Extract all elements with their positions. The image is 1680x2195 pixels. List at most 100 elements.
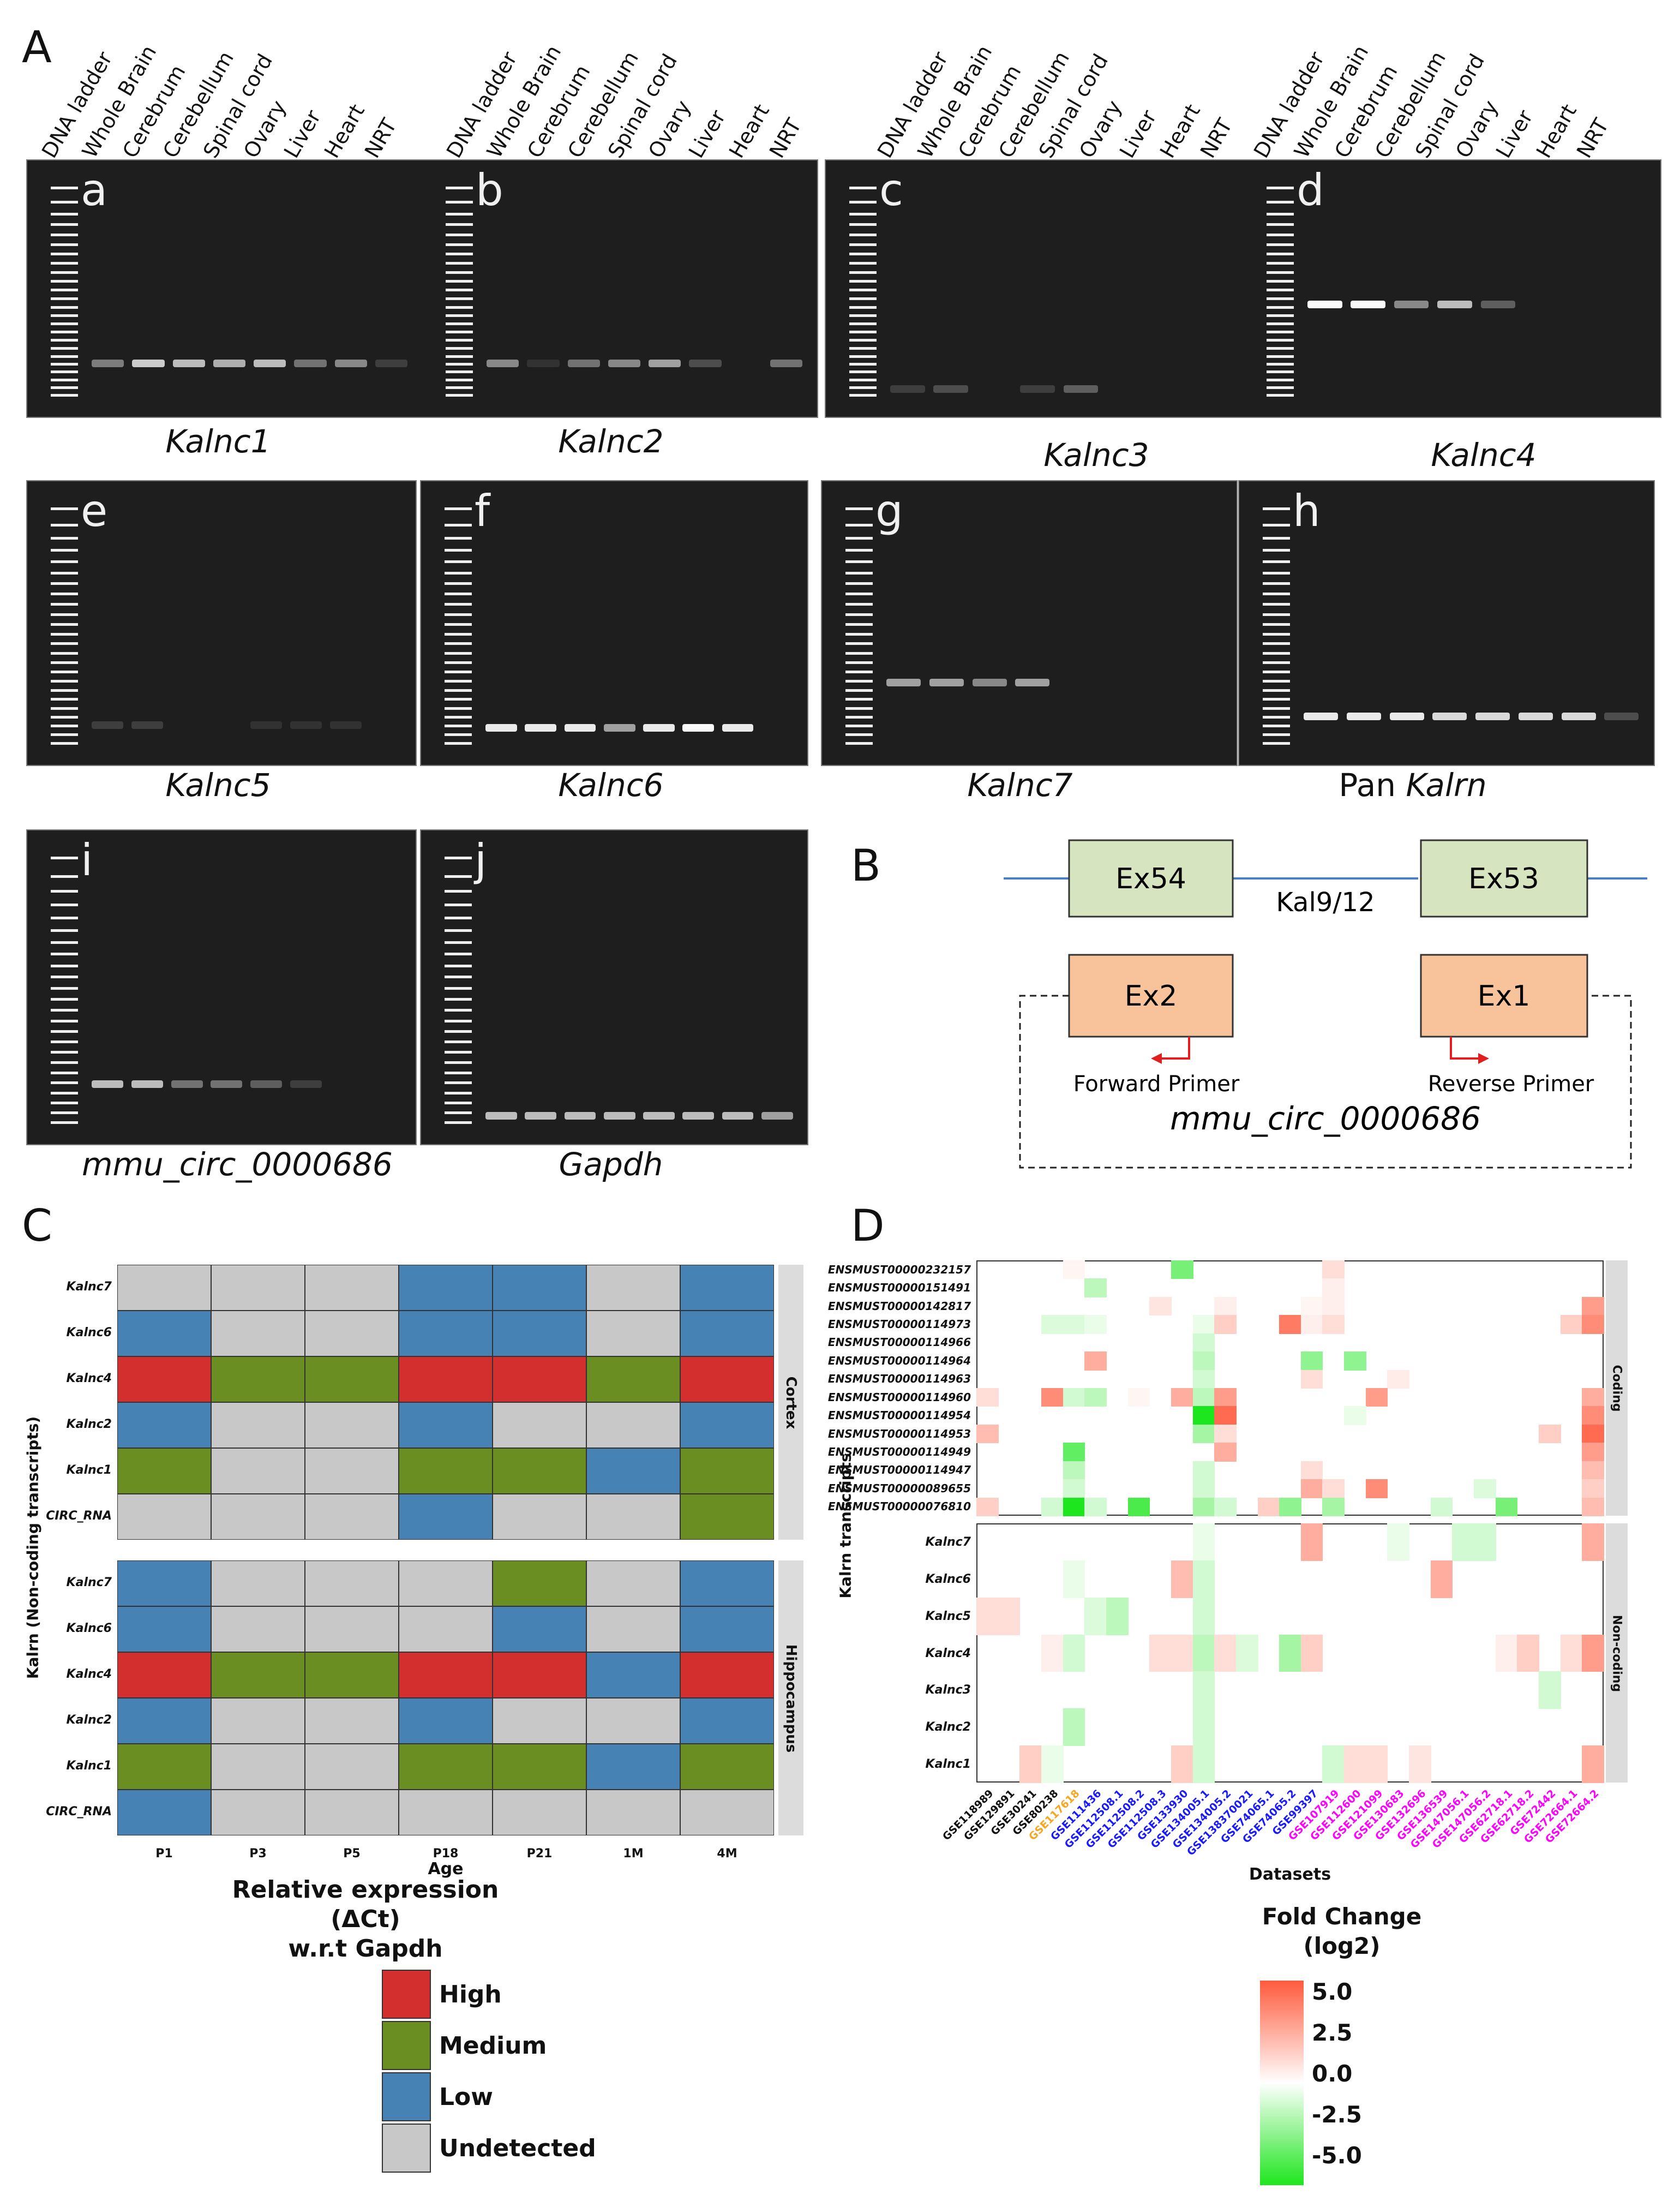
ladder-band <box>51 742 78 745</box>
transcript-label: Kalnc6 <box>925 1572 971 1586</box>
expression-cell <box>493 1744 586 1790</box>
ladder-band <box>845 725 873 727</box>
legend-swatch <box>382 2072 431 2121</box>
fold-change-cell <box>1063 1634 1085 1672</box>
ladder-band <box>51 560 78 564</box>
ladder-band <box>51 733 78 737</box>
ladder-band <box>849 271 877 274</box>
ladder-band <box>445 571 472 575</box>
fold-change-cell <box>1387 1369 1410 1389</box>
gel-band <box>722 724 754 732</box>
ladder-band <box>445 715 472 719</box>
circ-rna-diagram: Ex54 Ex53 Kal9/12 Ex2 Ex1 Forward Primer… <box>1004 839 1647 1169</box>
expression-cell <box>680 1560 774 1606</box>
transcript-label: Kalnc4 <box>925 1646 971 1660</box>
gel-image-6 <box>26 829 417 1145</box>
fold-change-cell <box>1365 1479 1388 1498</box>
gel-band <box>761 1111 793 1120</box>
gel-band <box>131 1080 163 1088</box>
ladder-band <box>446 271 473 274</box>
fold-change-cell <box>1495 1497 1518 1516</box>
ladder-band <box>849 314 877 317</box>
fold-change-cell <box>1322 1745 1345 1783</box>
ladder-band <box>51 953 78 956</box>
colorbar-tick-label: -2.5 <box>1312 2101 1362 2128</box>
ladder-band <box>446 322 473 326</box>
ladder-band <box>445 875 472 878</box>
transcript-label: ENSMUST00000114963 <box>827 1372 971 1386</box>
ladder-band <box>1267 355 1294 358</box>
expression-cell <box>305 1606 399 1652</box>
fold-change-cell <box>1582 1461 1604 1480</box>
fold-change-cell <box>1041 1634 1064 1672</box>
ladder-band <box>1267 289 1294 292</box>
row-label: Kalnc6 <box>66 1622 112 1635</box>
gel-band <box>682 1111 715 1120</box>
gel-caption-gene: Kalnc1 <box>165 423 271 460</box>
gel-band <box>1015 679 1050 686</box>
fold-change-cell <box>1063 1260 1085 1279</box>
ladder-band <box>51 1111 78 1115</box>
ladder-band <box>849 253 877 256</box>
ladder-band <box>845 632 873 636</box>
expression-cell <box>117 1744 211 1790</box>
ladder-band <box>51 1071 78 1074</box>
ladder-band <box>445 941 472 944</box>
gel-band <box>213 359 246 367</box>
ladder-band <box>51 698 78 701</box>
ladder-band <box>445 929 472 932</box>
expression-cell <box>117 1698 211 1744</box>
ladder-band <box>51 986 78 990</box>
ladder-band <box>1263 593 1290 596</box>
expression-cell <box>586 1744 680 1790</box>
gel-image-4 <box>821 480 1238 766</box>
fold-change-cell <box>1430 1560 1453 1598</box>
transcript-label: Kalnc7 <box>925 1535 971 1549</box>
exon-54-label: Ex54 <box>1115 863 1186 895</box>
fold-change-cell <box>1582 1634 1604 1672</box>
ladder-band <box>51 715 78 719</box>
legend-label: High <box>439 1981 502 2008</box>
ladder-band <box>445 1040 472 1044</box>
gel-band <box>1304 713 1338 721</box>
gel-panel-letter: i <box>81 835 93 886</box>
gel-band <box>1480 300 1515 308</box>
row-label: Kalnc1 <box>66 1759 112 1773</box>
colorbar-tick-label: -5.0 <box>1312 2142 1362 2169</box>
ladder-band <box>849 322 877 326</box>
ladder-band <box>446 339 473 342</box>
ladder-band <box>51 651 78 655</box>
gel-band <box>290 721 322 729</box>
expression-cell <box>680 1606 774 1652</box>
expression-cell <box>305 1448 399 1494</box>
expression-cell <box>211 1402 305 1448</box>
expression-cell <box>493 1652 586 1698</box>
expression-cell <box>211 1356 305 1402</box>
fold-change-cell <box>1041 1388 1064 1407</box>
ladder-band <box>51 889 78 893</box>
transcript-label: ENSMUST00000114960 <box>827 1390 971 1404</box>
expression-cell <box>211 1698 305 1744</box>
ladder-band <box>1263 560 1290 564</box>
gel-caption: Kalnc3 <box>960 436 1233 474</box>
gel-caption-gene: Kalnc3 <box>1043 436 1149 474</box>
ladder-band <box>51 314 78 317</box>
expression-cell <box>211 1448 305 1494</box>
fold-change-cell <box>1560 1634 1583 1672</box>
isoform-label: Kal9/12 <box>1276 887 1375 918</box>
expression-cell <box>117 1652 211 1698</box>
expression-cell <box>399 1790 493 1835</box>
ladder-band <box>845 613 873 616</box>
exon-54-box <box>1068 839 1234 918</box>
ladder-band <box>849 187 877 189</box>
fold-change-cell <box>1171 1388 1193 1407</box>
ladder-band <box>445 671 472 673</box>
gel-band <box>1432 713 1467 721</box>
ladder-band <box>849 378 877 381</box>
ladder-band <box>849 243 877 246</box>
gel-band <box>1351 300 1385 308</box>
gel-band <box>1604 713 1639 721</box>
gel-band <box>1518 713 1553 721</box>
fold-change-cell <box>1084 1278 1107 1297</box>
ladder-band <box>1263 671 1290 673</box>
